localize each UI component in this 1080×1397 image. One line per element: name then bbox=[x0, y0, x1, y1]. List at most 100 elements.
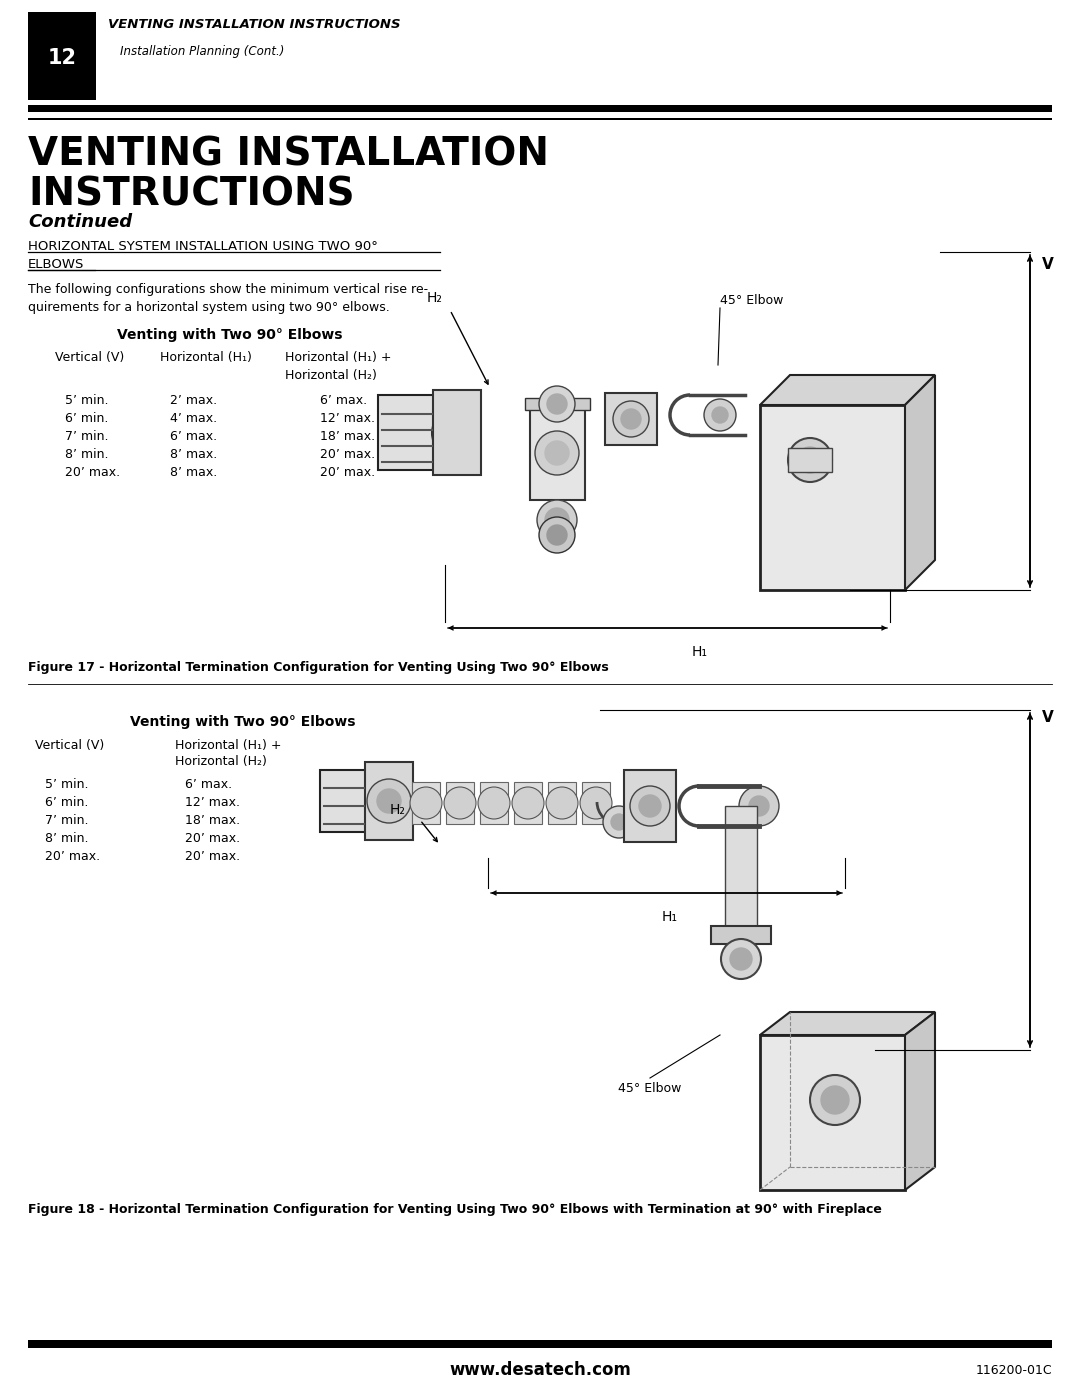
Bar bbox=[548, 782, 576, 824]
Text: VENTING INSTALLATION: VENTING INSTALLATION bbox=[28, 136, 549, 175]
Bar bbox=[28, 105, 1052, 112]
Text: 8’ max.: 8’ max. bbox=[170, 447, 217, 461]
Bar bbox=[378, 395, 436, 469]
Circle shape bbox=[630, 787, 670, 826]
Text: 18’ max.: 18’ max. bbox=[185, 814, 240, 827]
Bar bbox=[760, 405, 905, 590]
Text: 12’ max.: 12’ max. bbox=[320, 412, 375, 425]
Bar bbox=[411, 782, 440, 824]
Polygon shape bbox=[905, 374, 935, 590]
Text: 6’ min.: 6’ min. bbox=[65, 412, 108, 425]
Text: 20’ max.: 20’ max. bbox=[65, 465, 120, 479]
Circle shape bbox=[539, 386, 575, 422]
Circle shape bbox=[704, 400, 735, 432]
Circle shape bbox=[810, 1076, 860, 1125]
Text: V: V bbox=[1042, 710, 1054, 725]
Bar bbox=[711, 926, 771, 944]
Bar bbox=[480, 782, 508, 824]
Circle shape bbox=[580, 787, 612, 819]
Text: Horizontal (H₁): Horizontal (H₁) bbox=[160, 352, 252, 365]
Text: The following configurations show the minimum vertical rise re-: The following configurations show the mi… bbox=[28, 284, 428, 296]
Text: ELBOWS: ELBOWS bbox=[28, 258, 84, 271]
Text: 5’ min.: 5’ min. bbox=[45, 778, 89, 792]
Text: 6’ min.: 6’ min. bbox=[45, 796, 89, 809]
Text: 6’ max.: 6’ max. bbox=[320, 394, 367, 407]
Text: Horizontal (H₁) +: Horizontal (H₁) + bbox=[175, 739, 282, 752]
Text: Horizontal (H₂): Horizontal (H₂) bbox=[175, 756, 267, 768]
Text: VENTING INSTALLATION INSTRUCTIONS: VENTING INSTALLATION INSTRUCTIONS bbox=[108, 18, 401, 32]
Text: www.desatech.com: www.desatech.com bbox=[449, 1361, 631, 1379]
Circle shape bbox=[546, 787, 578, 819]
Text: 12’ max.: 12’ max. bbox=[185, 796, 240, 809]
Circle shape bbox=[639, 795, 661, 817]
Bar bbox=[320, 770, 368, 833]
Circle shape bbox=[611, 814, 627, 830]
Text: 20’ max.: 20’ max. bbox=[185, 833, 240, 845]
Text: HORIZONTAL SYSTEM INSTALLATION USING TWO 90°: HORIZONTAL SYSTEM INSTALLATION USING TWO… bbox=[28, 240, 378, 253]
Circle shape bbox=[546, 525, 567, 545]
Text: 116200-01C: 116200-01C bbox=[975, 1363, 1052, 1376]
Bar bbox=[725, 806, 757, 926]
Circle shape bbox=[788, 439, 832, 482]
Polygon shape bbox=[905, 1011, 935, 1190]
Bar bbox=[433, 390, 481, 475]
Bar bbox=[365, 761, 413, 840]
Circle shape bbox=[537, 500, 577, 541]
Text: Vertical (V): Vertical (V) bbox=[55, 352, 124, 365]
Text: Horizontal (H₁) +: Horizontal (H₁) + bbox=[285, 352, 391, 365]
Bar bbox=[525, 398, 590, 409]
Circle shape bbox=[545, 509, 569, 532]
Circle shape bbox=[613, 401, 649, 437]
Circle shape bbox=[377, 789, 401, 813]
Text: Figure 17 - Horizontal Termination Configuration for Venting Using Two 90° Elbow: Figure 17 - Horizontal Termination Confi… bbox=[28, 662, 609, 675]
Text: 12: 12 bbox=[48, 47, 77, 68]
Text: 20’ max.: 20’ max. bbox=[320, 465, 375, 479]
Text: 4’ max.: 4’ max. bbox=[170, 412, 217, 425]
Text: 8’ max.: 8’ max. bbox=[170, 465, 217, 479]
Bar bbox=[28, 13, 96, 101]
Circle shape bbox=[410, 787, 442, 819]
Circle shape bbox=[512, 787, 544, 819]
Text: Horizontal (H₂): Horizontal (H₂) bbox=[285, 369, 377, 381]
Circle shape bbox=[539, 517, 575, 553]
Circle shape bbox=[546, 394, 567, 414]
Circle shape bbox=[478, 787, 510, 819]
Circle shape bbox=[367, 780, 411, 823]
Text: 8’ min.: 8’ min. bbox=[45, 833, 89, 845]
Bar bbox=[605, 393, 657, 446]
Bar bbox=[514, 782, 542, 824]
Circle shape bbox=[821, 1085, 849, 1113]
Circle shape bbox=[750, 796, 769, 816]
Text: 5’ min.: 5’ min. bbox=[65, 394, 108, 407]
Text: 20’ max.: 20’ max. bbox=[45, 851, 100, 863]
Text: 45° Elbow: 45° Elbow bbox=[720, 293, 783, 306]
Polygon shape bbox=[760, 374, 935, 405]
Circle shape bbox=[603, 806, 635, 838]
Text: Vertical (V): Vertical (V) bbox=[35, 739, 105, 752]
Bar bbox=[760, 1035, 905, 1190]
Text: H₂: H₂ bbox=[390, 803, 406, 817]
Circle shape bbox=[432, 409, 480, 457]
Text: 2’ max.: 2’ max. bbox=[170, 394, 217, 407]
Circle shape bbox=[440, 416, 472, 448]
Circle shape bbox=[739, 787, 779, 826]
Circle shape bbox=[730, 949, 752, 970]
Text: 45° Elbow: 45° Elbow bbox=[619, 1081, 681, 1094]
Polygon shape bbox=[760, 1011, 935, 1035]
Circle shape bbox=[797, 447, 823, 474]
Bar bbox=[28, 1340, 1052, 1348]
Circle shape bbox=[712, 407, 728, 423]
Text: Venting with Two 90° Elbows: Venting with Two 90° Elbows bbox=[118, 328, 342, 342]
Text: 20’ max.: 20’ max. bbox=[320, 447, 375, 461]
Text: 18’ max.: 18’ max. bbox=[320, 429, 375, 443]
Bar bbox=[624, 770, 676, 842]
Text: H₂: H₂ bbox=[427, 291, 442, 305]
Circle shape bbox=[448, 425, 464, 441]
Text: 6’ max.: 6’ max. bbox=[185, 778, 232, 792]
Circle shape bbox=[545, 441, 569, 465]
Circle shape bbox=[535, 432, 579, 475]
Text: V: V bbox=[1042, 257, 1054, 272]
Bar bbox=[28, 117, 1052, 120]
Text: Figure 18 - Horizontal Termination Configuration for Venting Using Two 90° Elbow: Figure 18 - Horizontal Termination Confi… bbox=[28, 1203, 882, 1217]
Bar bbox=[582, 782, 610, 824]
